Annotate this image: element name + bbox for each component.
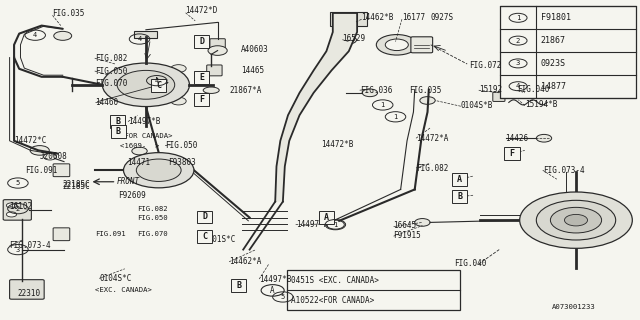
Text: 22185C: 22185C (63, 180, 90, 189)
Circle shape (136, 159, 181, 181)
Text: 14472*C: 14472*C (14, 136, 47, 145)
Text: <FOR CANADA>: <FOR CANADA> (120, 133, 173, 139)
Text: FIG.082: FIG.082 (138, 206, 168, 212)
Text: 16177: 16177 (402, 13, 425, 22)
Text: 4: 4 (516, 83, 520, 89)
Circle shape (30, 146, 49, 155)
Circle shape (208, 46, 227, 55)
Circle shape (44, 154, 56, 160)
FancyBboxPatch shape (134, 31, 157, 38)
Circle shape (6, 203, 17, 208)
Text: 16645: 16645 (394, 221, 417, 230)
Text: FIG.036: FIG.036 (360, 86, 392, 95)
Circle shape (385, 39, 408, 51)
Text: 1: 1 (516, 15, 520, 21)
Text: 4: 4 (138, 36, 141, 42)
Text: FIG.091: FIG.091 (26, 166, 58, 175)
Text: 14460: 14460 (95, 98, 118, 107)
Text: F: F (199, 95, 204, 104)
Text: 2: 2 (16, 206, 20, 212)
Text: F92609: F92609 (118, 191, 146, 200)
FancyBboxPatch shape (194, 35, 209, 48)
Text: 3: 3 (16, 247, 20, 252)
Text: 14472*D: 14472*D (186, 6, 218, 15)
Text: FIG.050: FIG.050 (138, 215, 168, 221)
FancyBboxPatch shape (493, 92, 505, 101)
Text: A: A (324, 213, 329, 222)
Text: F93803: F93803 (168, 158, 196, 167)
FancyBboxPatch shape (110, 115, 125, 128)
Text: E: E (199, 73, 204, 82)
Text: FIG.050: FIG.050 (95, 67, 127, 76)
Text: A: A (457, 175, 462, 184)
Text: FIG.070: FIG.070 (95, 79, 127, 88)
FancyBboxPatch shape (319, 211, 334, 224)
Text: 14462*A: 14462*A (229, 257, 262, 266)
Circle shape (171, 97, 186, 105)
FancyBboxPatch shape (10, 280, 44, 299)
Text: 14497*B: 14497*B (128, 117, 161, 126)
Text: 0451S <EXC. CANADA>: 0451S <EXC. CANADA> (291, 276, 378, 285)
Text: 0104S*C: 0104S*C (99, 274, 132, 283)
Text: FIG.040: FIG.040 (454, 260, 487, 268)
Text: 1: 1 (394, 114, 397, 120)
Text: 14426: 14426 (506, 134, 529, 143)
Text: 0927S: 0927S (430, 13, 453, 22)
Text: 0101S*C: 0101S*C (204, 236, 236, 244)
Text: FIG.040: FIG.040 (517, 85, 550, 94)
FancyBboxPatch shape (53, 164, 70, 177)
FancyBboxPatch shape (207, 65, 222, 76)
Text: 5: 5 (281, 294, 285, 300)
Text: D: D (202, 212, 207, 221)
Circle shape (54, 31, 72, 40)
Text: F91801: F91801 (541, 13, 571, 22)
Text: FIG.050: FIG.050 (165, 141, 198, 150)
Circle shape (520, 192, 632, 248)
Text: B: B (457, 192, 462, 201)
Circle shape (102, 63, 189, 107)
Text: 4: 4 (155, 78, 159, 84)
Text: 16102: 16102 (10, 202, 33, 211)
Circle shape (171, 65, 186, 72)
Circle shape (117, 70, 175, 99)
Text: C: C (202, 232, 207, 241)
FancyBboxPatch shape (504, 147, 520, 160)
Circle shape (326, 220, 344, 229)
Text: 2: 2 (516, 38, 520, 44)
Circle shape (564, 214, 588, 226)
Text: 14497*B: 14497*B (259, 275, 292, 284)
Text: D: D (199, 37, 204, 46)
Text: 14877: 14877 (541, 82, 566, 91)
Text: F: F (509, 149, 515, 158)
Text: 1: 1 (333, 222, 337, 228)
Text: FIG.035: FIG.035 (52, 9, 85, 18)
Text: 4: 4 (33, 32, 37, 38)
Text: FIG.072: FIG.072 (469, 61, 502, 70)
Polygon shape (275, 13, 357, 202)
Text: B: B (115, 117, 120, 126)
Circle shape (362, 89, 378, 97)
FancyBboxPatch shape (500, 6, 636, 98)
Text: 1: 1 (381, 102, 385, 108)
Ellipse shape (204, 87, 219, 93)
Circle shape (376, 35, 417, 55)
Text: FIG.073-4: FIG.073-4 (543, 166, 584, 175)
Text: FIG.073-4: FIG.073-4 (10, 241, 51, 250)
Text: 22310: 22310 (18, 289, 41, 298)
Text: 5: 5 (16, 180, 20, 186)
Text: FIG.082: FIG.082 (416, 164, 449, 172)
Text: 21867*A: 21867*A (229, 86, 262, 95)
FancyBboxPatch shape (231, 279, 246, 292)
Circle shape (341, 36, 356, 44)
Text: A: A (270, 286, 275, 295)
FancyBboxPatch shape (194, 71, 209, 84)
Text: 15194*B: 15194*B (525, 100, 557, 109)
Text: A40603: A40603 (241, 45, 268, 54)
Circle shape (550, 207, 602, 233)
Text: 14471: 14471 (127, 158, 150, 167)
Circle shape (124, 153, 194, 188)
FancyBboxPatch shape (210, 39, 225, 48)
Text: 14472*A: 14472*A (416, 134, 449, 143)
Text: 0923S: 0923S (541, 59, 566, 68)
